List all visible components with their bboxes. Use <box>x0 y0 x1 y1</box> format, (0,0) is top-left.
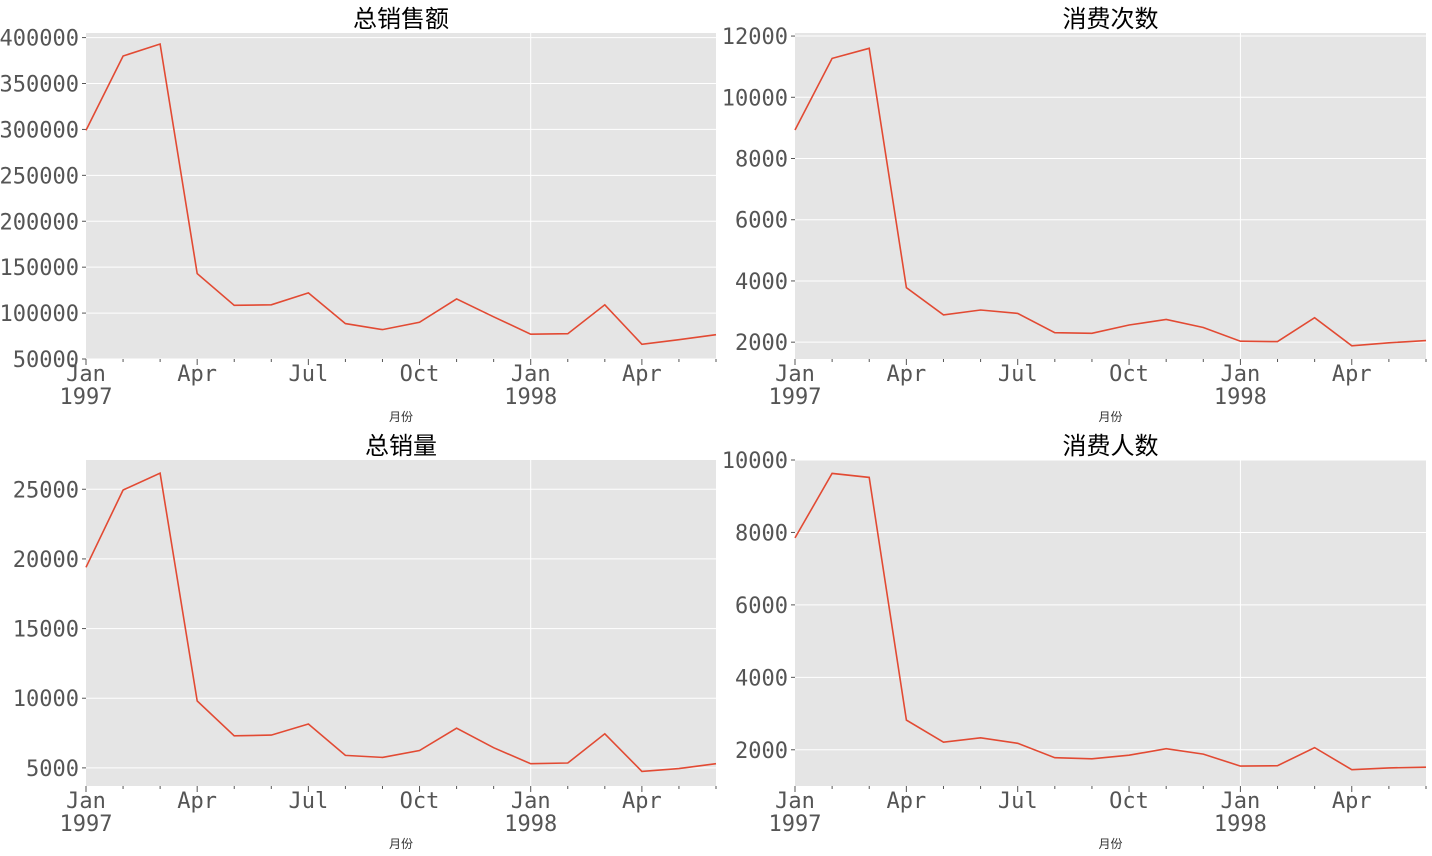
y-tick-label: 350000 <box>0 73 79 98</box>
y-tick-label: 50000 <box>13 348 79 373</box>
x-tick-label: Oct <box>1109 362 1149 387</box>
x-tick-year-label: 1997 <box>769 385 822 410</box>
x-tick-label: Apr <box>886 789 926 814</box>
x-tick-label: Apr <box>177 362 217 387</box>
subplot-purchase-count: 消费次数 月份 20004000600080001000012000Jan199… <box>722 5 1427 424</box>
x-tick-year-label: 1997 <box>769 812 822 837</box>
x-tick-label: Apr <box>1332 362 1372 387</box>
y-tick-label: 25000 <box>13 478 79 503</box>
x-tick-label: Jul <box>998 362 1038 387</box>
x-axis-label: 月份 <box>389 410 413 424</box>
x-tick-label: Jul <box>288 362 328 387</box>
x-tick-label: Oct <box>1109 789 1149 814</box>
x-axis-label: 月份 <box>1098 837 1122 851</box>
y-tick-label: 100000 <box>0 302 79 327</box>
y-tick-label: 300000 <box>0 118 79 143</box>
x-tick-year-label: 1998 <box>1214 385 1267 410</box>
chart-title: 消费次数 <box>1063 5 1159 33</box>
y-tick-label: 8000 <box>735 148 788 173</box>
y-tick-label: 2000 <box>735 739 788 764</box>
y-tick-label: 150000 <box>0 256 79 281</box>
y-tick-label: 10000 <box>13 687 79 712</box>
data-line <box>85 42 717 346</box>
x-tick-year-label: 1997 <box>60 385 113 410</box>
y-tick-label: 6000 <box>735 594 788 619</box>
x-tick-label: Apr <box>622 362 662 387</box>
x-tick-year-label: 1998 <box>504 812 557 837</box>
plot-area <box>86 33 716 359</box>
x-tick-label: Jan <box>511 789 551 814</box>
x-tick-label: Jan <box>775 789 815 814</box>
y-tick-label: 10000 <box>722 86 788 111</box>
data-line <box>85 472 717 773</box>
y-tick-label: 5000 <box>26 757 79 782</box>
y-tick-label: 2000 <box>735 331 788 356</box>
x-axis-label: 月份 <box>1098 410 1122 424</box>
x-tick-label: Jan <box>511 362 551 387</box>
x-tick-label: Jan <box>775 362 815 387</box>
x-axis-label: 月份 <box>389 837 413 851</box>
chart-title: 总销售额 <box>353 5 449 33</box>
data-line <box>794 472 1427 771</box>
plot-area <box>795 33 1426 359</box>
x-tick-label: Apr <box>886 362 926 387</box>
plot-area <box>795 460 1426 786</box>
y-tick-label: 400000 <box>0 27 79 52</box>
x-tick-label: Apr <box>622 789 662 814</box>
x-tick-year-label: 1998 <box>504 385 557 410</box>
y-tick-label: 250000 <box>0 164 79 189</box>
data-line <box>794 47 1427 347</box>
y-tick-label: 4000 <box>735 270 788 295</box>
x-tick-label: Apr <box>177 789 217 814</box>
x-tick-year-label: 1997 <box>60 812 113 837</box>
x-tick-label: Oct <box>400 362 440 387</box>
x-tick-label: Apr <box>1332 789 1372 814</box>
x-tick-label: Jan <box>1221 789 1261 814</box>
y-tick-label: 200000 <box>0 210 79 235</box>
subplot-total-sales-amount: 总销售额 月份 50000 100000 150000 200000 250000 300… <box>0 5 717 424</box>
chart-title: 消费人数 <box>1063 432 1159 460</box>
chart-title: 总销量 <box>365 432 437 460</box>
y-tick-label: 4000 <box>735 666 788 691</box>
x-tick-label: Jan <box>66 362 106 387</box>
x-tick-label: Jan <box>66 789 106 814</box>
x-tick-label: Jan <box>1221 362 1261 387</box>
x-tick-label: Jul <box>288 789 328 814</box>
y-tick-label: 12000 <box>722 25 788 50</box>
y-tick-label: 15000 <box>13 618 79 643</box>
x-tick-year-label: 1998 <box>1214 812 1267 837</box>
y-tick-label: 10000 <box>722 449 788 474</box>
x-tick-label: Oct <box>400 789 440 814</box>
y-tick-label: 20000 <box>13 548 79 573</box>
y-tick-label: 8000 <box>735 521 788 546</box>
plot-area <box>86 460 716 786</box>
x-tick-label: Jul <box>998 789 1038 814</box>
y-tick-label: 6000 <box>735 209 788 234</box>
subplot-total-quantity: 总销量 月份 500010000150002000025000Jan1997Ap… <box>13 432 717 851</box>
